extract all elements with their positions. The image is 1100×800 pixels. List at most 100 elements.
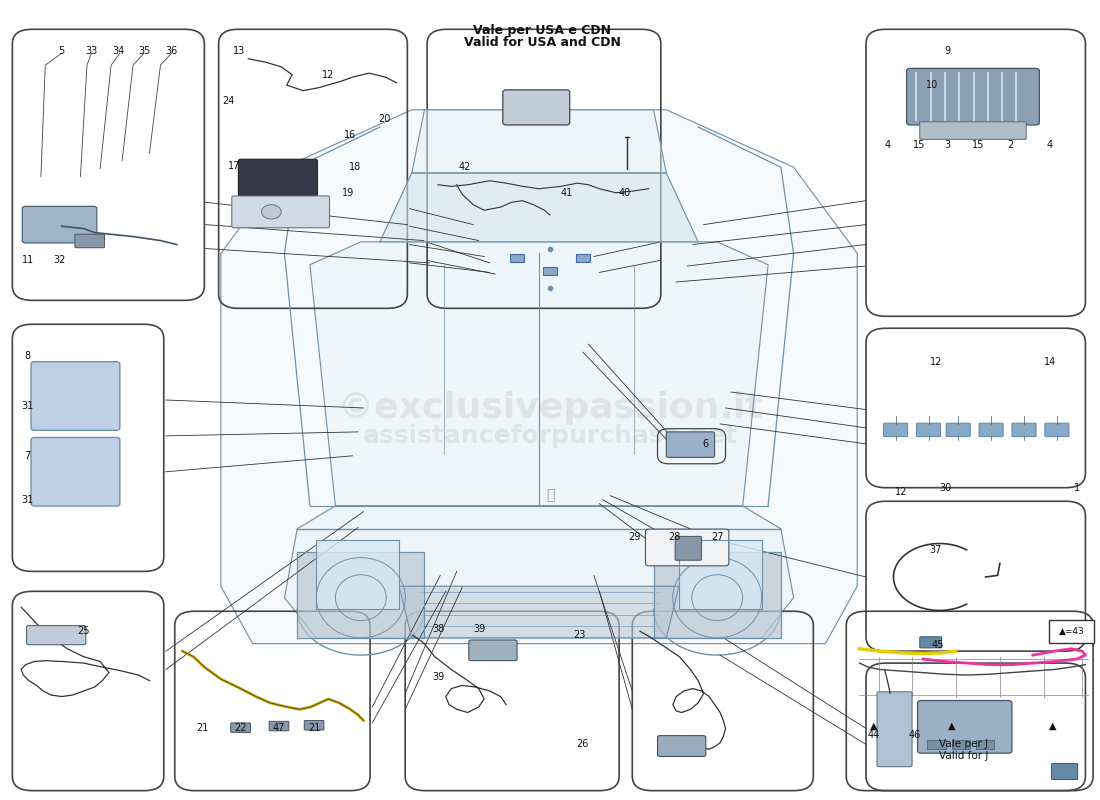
- Text: 38: 38: [432, 624, 444, 634]
- Text: 43: 43: [1070, 630, 1082, 640]
- Polygon shape: [317, 540, 399, 609]
- Text: 14: 14: [1044, 357, 1056, 366]
- Text: assistanceforpurchase.net: assistanceforpurchase.net: [363, 424, 737, 448]
- FancyBboxPatch shape: [976, 740, 994, 749]
- FancyBboxPatch shape: [979, 423, 1003, 437]
- Text: 15: 15: [971, 140, 984, 150]
- FancyBboxPatch shape: [916, 423, 940, 437]
- FancyBboxPatch shape: [920, 122, 1026, 139]
- Text: 47: 47: [273, 723, 285, 734]
- Text: Valid for J: Valid for J: [939, 751, 988, 762]
- Text: 4: 4: [884, 140, 891, 150]
- FancyBboxPatch shape: [1012, 423, 1036, 437]
- Text: 3: 3: [944, 140, 950, 150]
- Text: 37: 37: [928, 545, 942, 555]
- FancyBboxPatch shape: [877, 692, 912, 766]
- Polygon shape: [399, 586, 679, 638]
- Text: 45: 45: [931, 640, 944, 650]
- FancyBboxPatch shape: [906, 68, 1040, 125]
- FancyBboxPatch shape: [675, 536, 702, 560]
- Text: 16: 16: [344, 130, 356, 140]
- Text: 12: 12: [322, 70, 334, 80]
- FancyBboxPatch shape: [1045, 423, 1069, 437]
- FancyBboxPatch shape: [22, 206, 97, 243]
- FancyBboxPatch shape: [917, 701, 1012, 753]
- Text: ▲: ▲: [1048, 720, 1056, 730]
- Text: 🐎: 🐎: [546, 489, 554, 502]
- FancyBboxPatch shape: [1049, 620, 1094, 643]
- Text: 6: 6: [703, 439, 708, 449]
- FancyBboxPatch shape: [667, 432, 715, 458]
- Text: ▲=43: ▲=43: [1059, 627, 1085, 636]
- Text: 15: 15: [913, 140, 925, 150]
- Text: 13: 13: [233, 46, 245, 56]
- FancyBboxPatch shape: [658, 736, 706, 756]
- FancyBboxPatch shape: [232, 196, 330, 228]
- Polygon shape: [653, 552, 781, 638]
- FancyBboxPatch shape: [26, 626, 86, 645]
- Text: 8: 8: [24, 351, 31, 361]
- Text: 20: 20: [378, 114, 390, 123]
- Text: 40: 40: [618, 188, 630, 198]
- Polygon shape: [379, 173, 698, 242]
- FancyBboxPatch shape: [31, 362, 120, 430]
- FancyBboxPatch shape: [503, 90, 570, 125]
- Text: 26: 26: [576, 739, 590, 750]
- Text: 12: 12: [895, 486, 908, 497]
- Text: 31: 31: [22, 494, 34, 505]
- FancyBboxPatch shape: [543, 267, 557, 275]
- Text: 10: 10: [926, 80, 938, 90]
- Text: 22: 22: [234, 723, 246, 734]
- Polygon shape: [285, 506, 793, 638]
- FancyBboxPatch shape: [305, 721, 324, 730]
- Text: 11: 11: [22, 254, 34, 265]
- Text: ▲: ▲: [870, 720, 878, 730]
- Text: 42: 42: [459, 162, 471, 172]
- Text: 25: 25: [77, 626, 90, 636]
- FancyBboxPatch shape: [31, 438, 120, 506]
- Text: 30: 30: [939, 482, 952, 493]
- Polygon shape: [310, 242, 768, 506]
- Text: 12: 12: [930, 357, 943, 366]
- Text: 36: 36: [165, 46, 177, 56]
- FancyBboxPatch shape: [883, 423, 908, 437]
- Polygon shape: [679, 540, 762, 609]
- Text: ©exclusivepassion.it: ©exclusivepassion.it: [338, 391, 762, 425]
- FancyBboxPatch shape: [469, 640, 517, 661]
- Text: 18: 18: [349, 162, 361, 172]
- Text: 44: 44: [868, 730, 880, 740]
- Polygon shape: [297, 552, 425, 638]
- Text: 32: 32: [54, 254, 66, 265]
- FancyBboxPatch shape: [946, 423, 970, 437]
- Text: 2: 2: [1008, 140, 1014, 150]
- FancyBboxPatch shape: [920, 637, 942, 648]
- Text: 19: 19: [342, 188, 354, 198]
- FancyBboxPatch shape: [646, 529, 729, 566]
- Circle shape: [262, 205, 282, 219]
- Text: 29: 29: [628, 532, 640, 542]
- Text: 21: 21: [308, 723, 320, 734]
- Text: 46: 46: [909, 730, 921, 740]
- Text: 33: 33: [85, 46, 98, 56]
- Text: 27: 27: [712, 532, 724, 542]
- Text: 39: 39: [432, 672, 444, 682]
- Text: 41: 41: [560, 188, 573, 198]
- Text: Valid for USA and CDN: Valid for USA and CDN: [464, 36, 620, 50]
- Polygon shape: [411, 110, 667, 173]
- Text: ▲: ▲: [948, 720, 955, 730]
- Text: 35: 35: [138, 46, 151, 56]
- Text: Vale per J: Vale per J: [939, 739, 988, 750]
- Text: 24: 24: [222, 96, 234, 106]
- FancyBboxPatch shape: [510, 254, 524, 262]
- Polygon shape: [221, 110, 857, 644]
- FancyBboxPatch shape: [952, 740, 970, 749]
- FancyBboxPatch shape: [927, 740, 946, 749]
- Text: 9: 9: [944, 46, 950, 56]
- FancyBboxPatch shape: [270, 722, 289, 731]
- FancyBboxPatch shape: [576, 254, 590, 262]
- Text: 23: 23: [573, 630, 586, 640]
- Text: 1: 1: [1074, 482, 1080, 493]
- Text: Vale per USA e CDN: Vale per USA e CDN: [473, 24, 612, 38]
- FancyBboxPatch shape: [239, 159, 318, 196]
- Text: 17: 17: [228, 162, 240, 171]
